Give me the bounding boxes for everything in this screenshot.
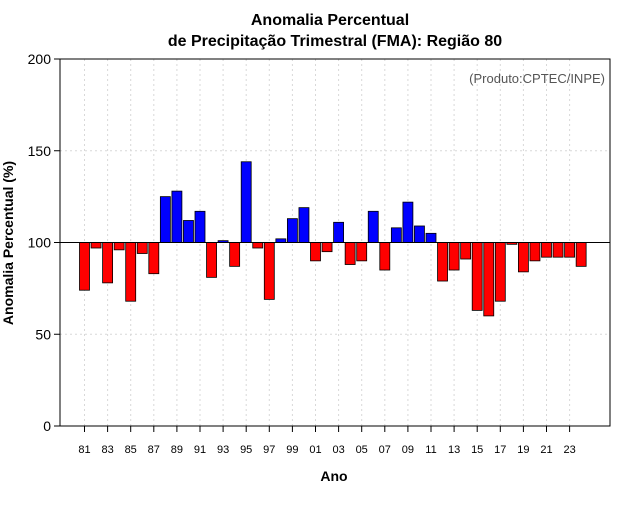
bar-2022 (552, 242, 564, 258)
x-tick-label: 01 (309, 444, 321, 456)
x-tick-label: 93 (217, 444, 229, 456)
bar-1984 (113, 242, 125, 251)
x-tick-label: 91 (194, 444, 206, 456)
bar-2010 (414, 225, 425, 243)
bar-2006 (367, 210, 379, 243)
bar-2024 (575, 242, 587, 267)
x-tick-label: 05 (356, 444, 368, 456)
bar-2007 (379, 242, 391, 271)
x-tick-label: 81 (78, 444, 90, 456)
bar-1992 (206, 242, 217, 278)
bar-1994 (229, 242, 241, 267)
bar-1990 (183, 220, 194, 243)
bar-2020 (529, 242, 541, 262)
y-tick-label: 150 (28, 143, 52, 159)
bar-2012 (437, 242, 448, 282)
y-axis: 0 50 100 150 200 (28, 51, 60, 434)
chart-title-line2: de Precipitação Trimestral (FMA): Região… (168, 33, 502, 50)
bar-2001 (310, 242, 321, 262)
bar-2011 (425, 232, 437, 243)
grid-lines (60, 59, 610, 426)
x-tick-label: 07 (379, 444, 391, 456)
x-tick-label: 87 (148, 444, 160, 456)
x-tick-label: 09 (402, 444, 414, 456)
x-axis-title: Ano (320, 468, 347, 484)
bar-2005 (356, 242, 368, 262)
bar-2019 (518, 242, 529, 273)
bar-1998 (275, 238, 287, 243)
y-tick-label: 200 (28, 51, 52, 67)
bars (79, 161, 587, 317)
bar-2003 (333, 221, 345, 243)
bar-2021 (541, 242, 552, 258)
bar-1985 (125, 242, 137, 302)
bar-1995 (240, 161, 252, 243)
bar-1997 (263, 242, 275, 300)
bar-1981 (79, 242, 90, 291)
bar-1991 (194, 210, 206, 243)
x-tick-label: 83 (101, 444, 113, 456)
bar-2002 (321, 242, 333, 253)
x-axis: 81 83 85 87 89 91 93 95 97 99 01 03 05 07 09 11 13 15 17 19… (78, 426, 576, 456)
bar-1987 (148, 242, 160, 275)
chart-title-line1: Anomalia Percentual (251, 12, 409, 29)
bar-2016 (483, 242, 495, 317)
bar-2014 (460, 242, 472, 260)
bar-2013 (448, 242, 460, 271)
x-tick-label: 23 (563, 444, 575, 456)
y-tick-label: 50 (35, 326, 51, 342)
bar-2000 (298, 207, 310, 243)
bar-1999 (286, 218, 298, 243)
bar-2023 (564, 242, 575, 258)
x-tick-label: 99 (286, 444, 298, 456)
bar-2008 (390, 227, 402, 243)
x-tick-label: 19 (517, 444, 529, 456)
x-tick-label: 17 (494, 444, 506, 456)
bar-2004 (344, 242, 356, 265)
x-tick-label: 89 (171, 444, 183, 456)
x-tick-label: 03 (332, 444, 344, 456)
bar-1989 (171, 190, 183, 243)
x-tick-label: 97 (263, 444, 275, 456)
bar-1996 (252, 242, 264, 249)
x-tick-label: 11 (425, 444, 436, 456)
x-tick-label: 13 (448, 444, 460, 456)
y-axis-title: Anomalia Percentual (%) (0, 161, 16, 325)
bar-1983 (102, 242, 113, 284)
x-tick-label: 95 (240, 444, 252, 456)
y-tick-label: 0 (43, 418, 51, 434)
y-tick-label: 100 (28, 235, 52, 251)
bar-2015 (471, 242, 483, 311)
credit-label: (Produto:CPTEC/INPE) (469, 71, 605, 86)
bar-2017 (494, 242, 506, 302)
bar-2009 (402, 201, 414, 243)
x-tick-label: 85 (125, 444, 137, 456)
x-tick-label: 15 (471, 444, 483, 456)
bar-1982 (90, 242, 102, 249)
bar-1988 (159, 196, 171, 243)
bar-1986 (136, 242, 148, 254)
x-tick-label: 21 (540, 444, 552, 456)
